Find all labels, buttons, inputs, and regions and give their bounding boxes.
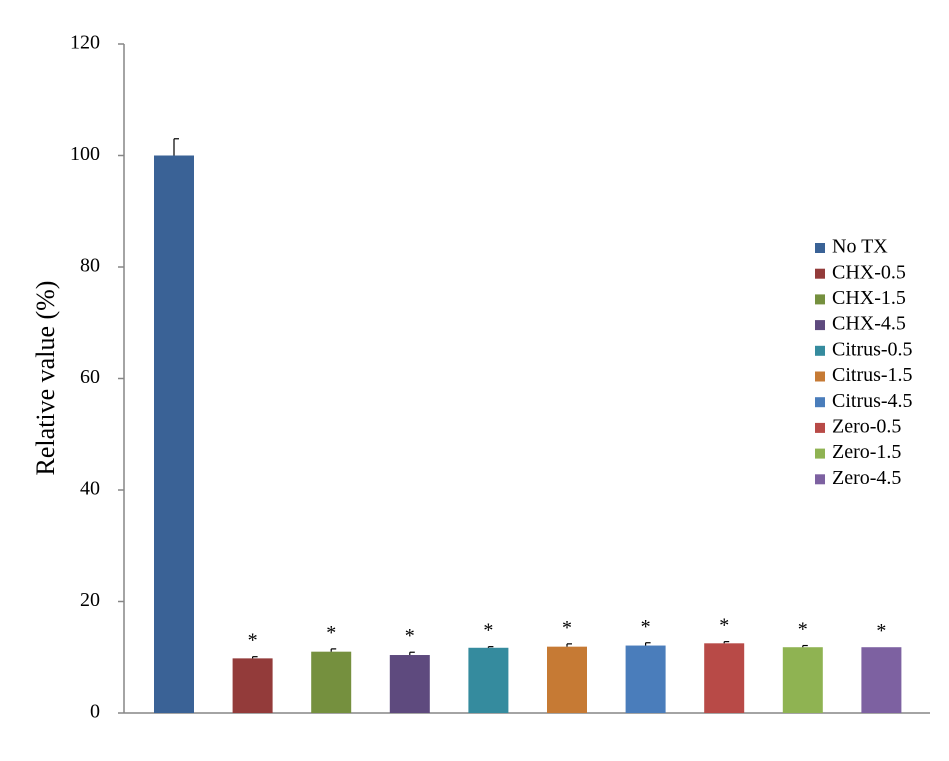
legend-label: Citrus-4.5: [832, 390, 913, 412]
bar: [782, 647, 823, 713]
y-axis-title: Relative value (%): [31, 281, 60, 476]
legend-swatch: [815, 397, 825, 408]
bar: [468, 647, 509, 713]
y-tick-label: 80: [80, 255, 100, 277]
bar: [389, 655, 430, 713]
legend-swatch: [815, 320, 825, 331]
legend-label: Zero-0.5: [832, 415, 901, 437]
bar: [547, 646, 587, 713]
y-tick-label: 40: [80, 478, 100, 500]
legend-label: Zero-1.5: [832, 441, 901, 463]
significance-marker: *: [798, 619, 808, 641]
bar: [704, 643, 745, 713]
y-tick-label: 100: [70, 143, 100, 165]
significance-marker: *: [562, 617, 572, 639]
y-tick-label: 20: [80, 589, 100, 611]
legend-label: CHX-1.5: [832, 287, 906, 309]
legend-label: No TX: [832, 236, 888, 258]
significance-marker: *: [641, 616, 651, 638]
y-tick-label: 120: [70, 32, 100, 54]
y-tick-label: 0: [90, 701, 100, 723]
bar: [625, 645, 666, 713]
significance-marker: *: [326, 622, 336, 644]
legend-swatch: [815, 294, 825, 305]
legend-label: Zero-4.5: [832, 467, 901, 489]
legend-swatch: [815, 268, 825, 279]
bar: [311, 651, 352, 713]
legend-swatch: [815, 345, 825, 356]
significance-marker: *: [719, 615, 729, 637]
legend-label: Citrus-0.5: [832, 338, 913, 360]
legend-label: CHX-0.5: [832, 261, 906, 283]
legend-swatch: [815, 448, 825, 459]
legend-swatch: [815, 243, 825, 253]
legend-swatch: [815, 371, 825, 382]
bars: * * * * * * * * *: [154, 138, 902, 713]
bar: [154, 155, 194, 713]
legend: No TX CHX-0.5 CHX-1.5 CHX-4.5 Citrus-0.5 Citr…: [815, 236, 913, 489]
y-tick-label: 60: [80, 366, 100, 388]
bar: [232, 658, 273, 713]
legend-label: CHX-4.5: [832, 313, 906, 335]
significance-marker: *: [405, 625, 415, 647]
significance-marker: *: [483, 620, 493, 642]
legend-swatch: [815, 422, 825, 433]
legend-label: Citrus-1.5: [832, 364, 913, 386]
significance-marker: *: [248, 630, 258, 652]
bar: [861, 647, 902, 713]
legend-swatch: [815, 474, 825, 485]
significance-marker: *: [876, 620, 886, 642]
